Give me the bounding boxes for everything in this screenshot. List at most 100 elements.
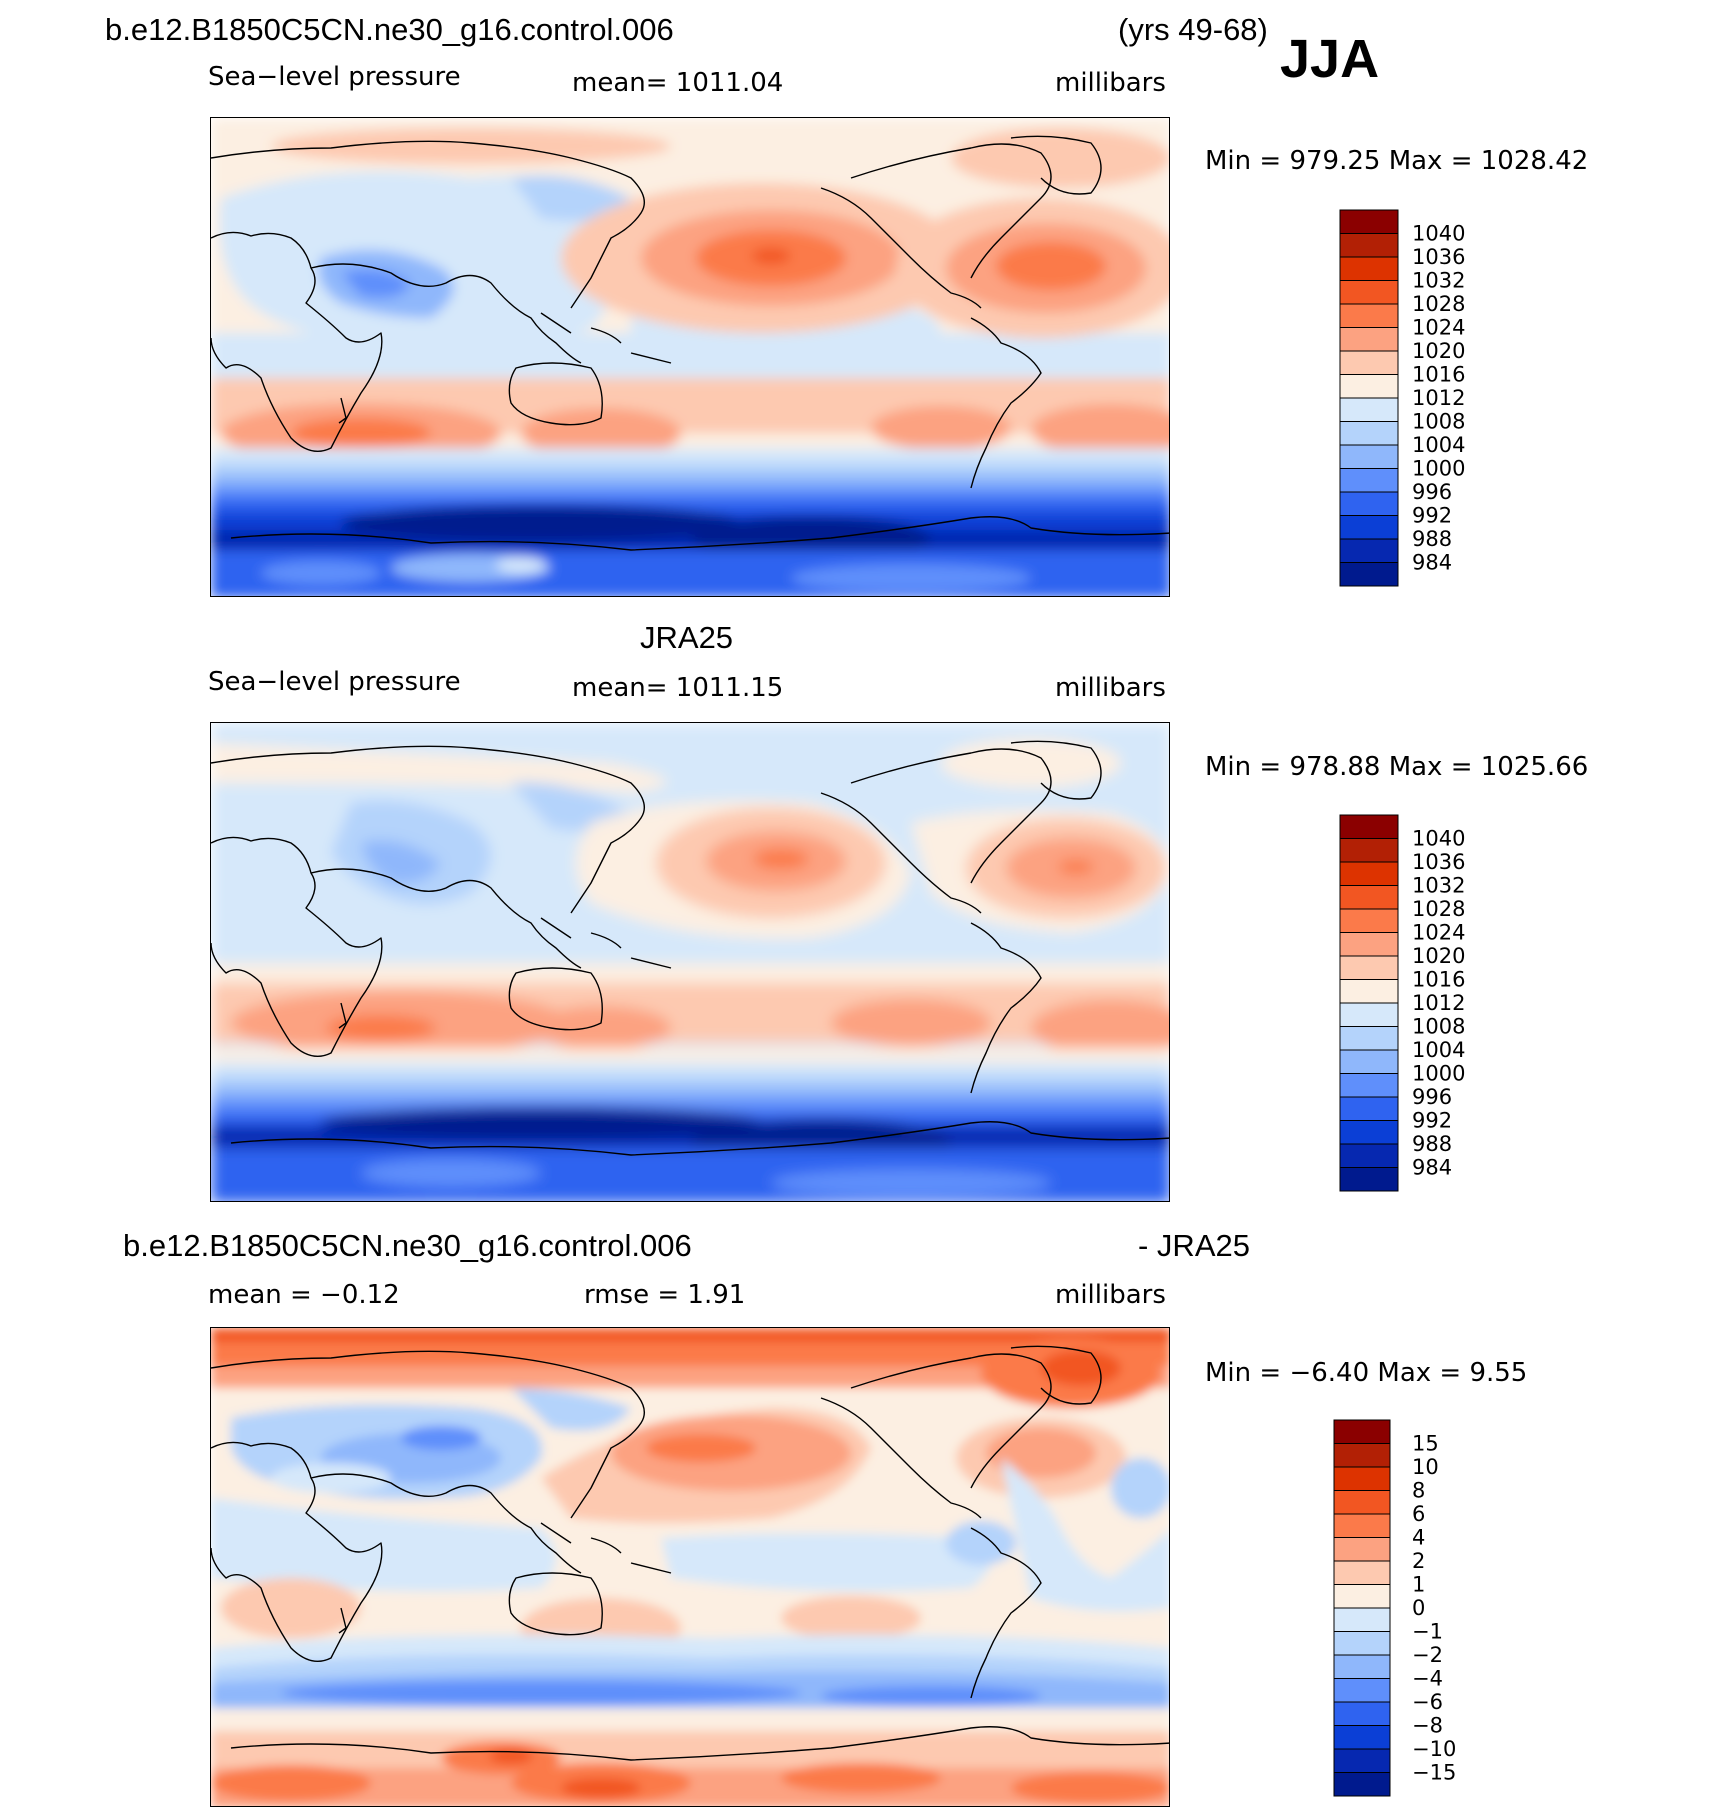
pressure-colorbar-1-tick-label: 1036 xyxy=(1412,245,1465,269)
pressure-colorbar-2-tick-label: 1000 xyxy=(1412,1062,1465,1086)
pressure-colorbar-1-tick-label: 1008 xyxy=(1412,410,1465,434)
pressure-colorbar-1-tick-label: 1016 xyxy=(1412,363,1465,387)
difference-colorbar-swatch xyxy=(1333,1513,1391,1538)
pressure-colorbar-1-swatch xyxy=(1339,280,1399,305)
panel2-variable: Sea−level pressure xyxy=(208,667,461,697)
panel3-minmax: Min = −6.40 Max = 9.55 xyxy=(1205,1358,1528,1388)
pressure-colorbar-1-tick-label: 1028 xyxy=(1412,292,1465,316)
pressure-colorbar-1-tick-label: 984 xyxy=(1412,551,1452,575)
pressure-colorbar-2-swatch xyxy=(1339,885,1399,910)
pressure-colorbar-2-tick-label: 996 xyxy=(1412,1085,1452,1109)
difference-colorbar-tick-label: −10 xyxy=(1412,1737,1456,1761)
difference-colorbar-tick-label: −2 xyxy=(1412,1643,1443,1667)
panel3-mean: mean = −0.12 xyxy=(208,1280,400,1310)
difference-colorbar-tick-label: −1 xyxy=(1412,1620,1443,1644)
difference-colorbar-tick-label: 6 xyxy=(1412,1502,1425,1526)
panel1-variable: Sea−level pressure xyxy=(208,62,461,92)
pressure-colorbar-1-swatch xyxy=(1339,421,1399,446)
difference-colorbar-swatch xyxy=(1333,1748,1391,1773)
panel2-coastlines xyxy=(211,740,1169,1156)
pressure-colorbar-2-tick-label: 1032 xyxy=(1412,874,1465,898)
pressure-colorbar-2-tick-label: 1016 xyxy=(1412,968,1465,992)
difference-colorbar-tick-label: 1 xyxy=(1412,1573,1425,1597)
difference-colorbar-tick-label: 15 xyxy=(1412,1432,1439,1456)
difference-colorbar-tick-label: −6 xyxy=(1412,1690,1443,1714)
difference-colorbar-swatch xyxy=(1333,1490,1391,1515)
pressure-colorbar-1-swatch xyxy=(1339,327,1399,352)
pressure-colorbar-2: 1040 1036 1032 1028 1024 1020 1016 1012 1008 1004… xyxy=(1339,814,1465,1200)
pressure-colorbar-1-tick-label: 992 xyxy=(1412,504,1452,528)
pressure-colorbar-2-tick-label: 1020 xyxy=(1412,944,1465,968)
pressure-colorbar-2-graphic: 1040103610321028102410201016101210081004… xyxy=(1339,814,1465,1192)
pressure-colorbar-2-swatch xyxy=(1339,1049,1399,1074)
pressure-colorbar-1-graphic: 1040103610321028102410201016101210081004… xyxy=(1339,209,1465,587)
difference-colorbar-swatch xyxy=(1333,1678,1391,1703)
pressure-colorbar-1-swatch xyxy=(1339,397,1399,422)
difference-colorbar: 15 10 8 6 4 2 1 0 −1 −2 −4 −6 −8 −10 −15 xyxy=(1333,1419,1456,1805)
pressure-colorbar-1-swatch xyxy=(1339,350,1399,375)
case-title: b.e12.B1850C5CN.ne30_g16.control.006 xyxy=(105,12,674,47)
difference-colorbar-tick-label: 0 xyxy=(1412,1596,1425,1620)
difference-colorbar-swatch xyxy=(1333,1419,1391,1444)
pressure-colorbar-1-tick-label: 1004 xyxy=(1412,433,1465,457)
panel3-coastlines xyxy=(211,1345,1169,1761)
difference-colorbar-tick-label: −8 xyxy=(1412,1714,1443,1738)
panel2-units: millibars xyxy=(1055,673,1166,703)
pressure-colorbar-2-swatch xyxy=(1339,979,1399,1004)
pressure-colorbar-2-swatch xyxy=(1339,1073,1399,1098)
pressure-colorbar-2-swatch xyxy=(1339,955,1399,980)
pressure-colorbar-1-swatch xyxy=(1339,256,1399,281)
pressure-colorbar-1: 1040 1036 1032 1028 1024 1020 1016 1012 1008 1004… xyxy=(1339,209,1465,595)
difference-colorbar-swatch xyxy=(1333,1560,1391,1585)
difference-colorbar-swatch xyxy=(1333,1701,1391,1726)
pressure-colorbar-2-tick-label: 988 xyxy=(1412,1132,1452,1156)
pressure-colorbar-1-tick-label: 1012 xyxy=(1412,386,1465,410)
pressure-colorbar-1-tick-label: 1020 xyxy=(1412,339,1465,363)
panel2-map xyxy=(210,722,1170,1202)
pressure-colorbar-2-tick-label: 1040 xyxy=(1412,827,1465,851)
pressure-colorbar-2-tick-label: 1012 xyxy=(1412,991,1465,1015)
panel1-field xyxy=(211,118,1169,596)
difference-colorbar-tick-label: −4 xyxy=(1412,1667,1443,1691)
years-label: (yrs 49-68) xyxy=(1118,12,1268,47)
difference-colorbar-swatch xyxy=(1333,1584,1391,1609)
pressure-colorbar-2-tick-label: 1028 xyxy=(1412,897,1465,921)
panel2-mean: mean= 1011.15 xyxy=(572,673,784,703)
panel1-units: millibars xyxy=(1055,68,1166,98)
pressure-colorbar-1-tick-label: 996 xyxy=(1412,480,1452,504)
pressure-colorbar-1-swatch xyxy=(1339,303,1399,328)
pressure-colorbar-2-swatch xyxy=(1339,861,1399,886)
panel3-field xyxy=(211,1328,1169,1806)
pressure-colorbar-2-tick-label: 992 xyxy=(1412,1109,1452,1133)
pressure-colorbar-1-swatch xyxy=(1339,209,1399,234)
panel3-map xyxy=(210,1327,1170,1807)
pressure-colorbar-2-swatch xyxy=(1339,1143,1399,1168)
difference-colorbar-tick-label: −15 xyxy=(1412,1761,1456,1785)
pressure-colorbar-1-swatch xyxy=(1339,233,1399,258)
difference-colorbar-swatch xyxy=(1333,1466,1391,1491)
pressure-colorbar-2-swatch xyxy=(1339,908,1399,933)
pressure-colorbar-1-swatch xyxy=(1339,468,1399,493)
pressure-colorbar-2-swatch xyxy=(1339,814,1399,839)
pressure-colorbar-2-tick-label: 1036 xyxy=(1412,850,1465,874)
difference-colorbar-swatch xyxy=(1333,1537,1391,1562)
pressure-colorbar-2-tick-label: 1004 xyxy=(1412,1038,1465,1062)
pressure-colorbar-2-swatch xyxy=(1339,1026,1399,1051)
pressure-colorbar-2-tick-label: 984 xyxy=(1412,1156,1452,1180)
panel2-title: JRA25 xyxy=(640,620,734,655)
pressure-colorbar-1-tick-label: 988 xyxy=(1412,527,1452,551)
pressure-colorbar-1-swatch xyxy=(1339,374,1399,399)
difference-colorbar-swatch xyxy=(1333,1725,1391,1750)
panel2-minmax: Min = 978.88 Max = 1025.66 xyxy=(1205,752,1589,782)
pressure-colorbar-1-swatch xyxy=(1339,444,1399,469)
difference-colorbar-swatch xyxy=(1333,1654,1391,1679)
panel1-minmax: Min = 979.25 Max = 1028.42 xyxy=(1205,146,1589,176)
pressure-colorbar-1-tick-label: 1000 xyxy=(1412,457,1465,481)
pressure-colorbar-1-swatch xyxy=(1339,491,1399,516)
pressure-colorbar-2-swatch xyxy=(1339,1002,1399,1027)
pressure-colorbar-1-tick-label: 1032 xyxy=(1412,269,1465,293)
panel3-units: millibars xyxy=(1055,1280,1166,1310)
difference-colorbar-swatch xyxy=(1333,1607,1391,1632)
pressure-colorbar-2-swatch xyxy=(1339,1120,1399,1145)
